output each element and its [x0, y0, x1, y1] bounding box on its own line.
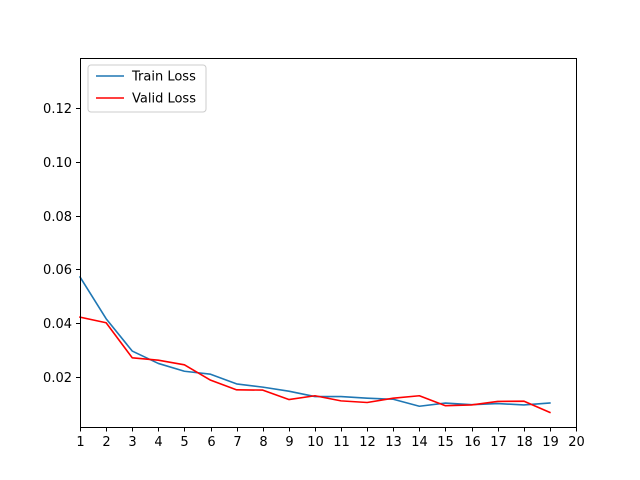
- x-tick-label: 5: [180, 435, 188, 450]
- x-tick-label: 20: [568, 435, 585, 450]
- x-tick-label: 3: [128, 435, 136, 450]
- x-tick-label: 18: [516, 435, 533, 450]
- x-axis: 1 2 3 4 5 6 7 8 9 10 11 12 13 14 15 16 17 18 19 20: [76, 427, 585, 450]
- x-tick-label: 6: [207, 435, 215, 450]
- y-tick-label: 0.04: [43, 317, 72, 332]
- y-tick-label: 0.02: [43, 371, 72, 386]
- legend-label-train-loss: Train Loss: [131, 70, 196, 85]
- y-axis: 0.02 0.04 0.06 0.08 0.10 0.12: [43, 102, 81, 386]
- series-layer: [78, 275, 551, 414]
- x-tick-label: 8: [259, 435, 267, 450]
- x-tick-label: 2: [102, 435, 110, 450]
- legend: Train Loss Valid Loss: [87, 64, 207, 113]
- x-tick-label: 12: [359, 435, 376, 450]
- x-tick-label: 17: [490, 435, 507, 450]
- y-tick-label: 0.08: [43, 210, 72, 225]
- x-tick-label: 14: [411, 435, 428, 450]
- x-tick-label: 11: [333, 435, 350, 450]
- y-tick-label: 0.12: [43, 102, 72, 117]
- x-tick-label: 1: [76, 435, 84, 450]
- x-tick-label: 15: [437, 435, 454, 450]
- x-tick-label: 16: [464, 435, 481, 450]
- x-tick-label: 19: [542, 435, 559, 450]
- x-tick-label: 13: [385, 435, 402, 450]
- y-tick-label: 0.10: [43, 156, 72, 171]
- series-line-valid-loss: [79, 316, 551, 414]
- legend-label-valid-loss: Valid Loss: [132, 92, 196, 107]
- x-tick-label: 10: [307, 435, 324, 450]
- y-tick-label: 0.06: [43, 263, 72, 278]
- axes-frame: [80, 58, 577, 428]
- x-tick-label: 7: [233, 435, 241, 450]
- x-tick-label: 4: [154, 435, 162, 450]
- x-tick-label: 9: [285, 435, 293, 450]
